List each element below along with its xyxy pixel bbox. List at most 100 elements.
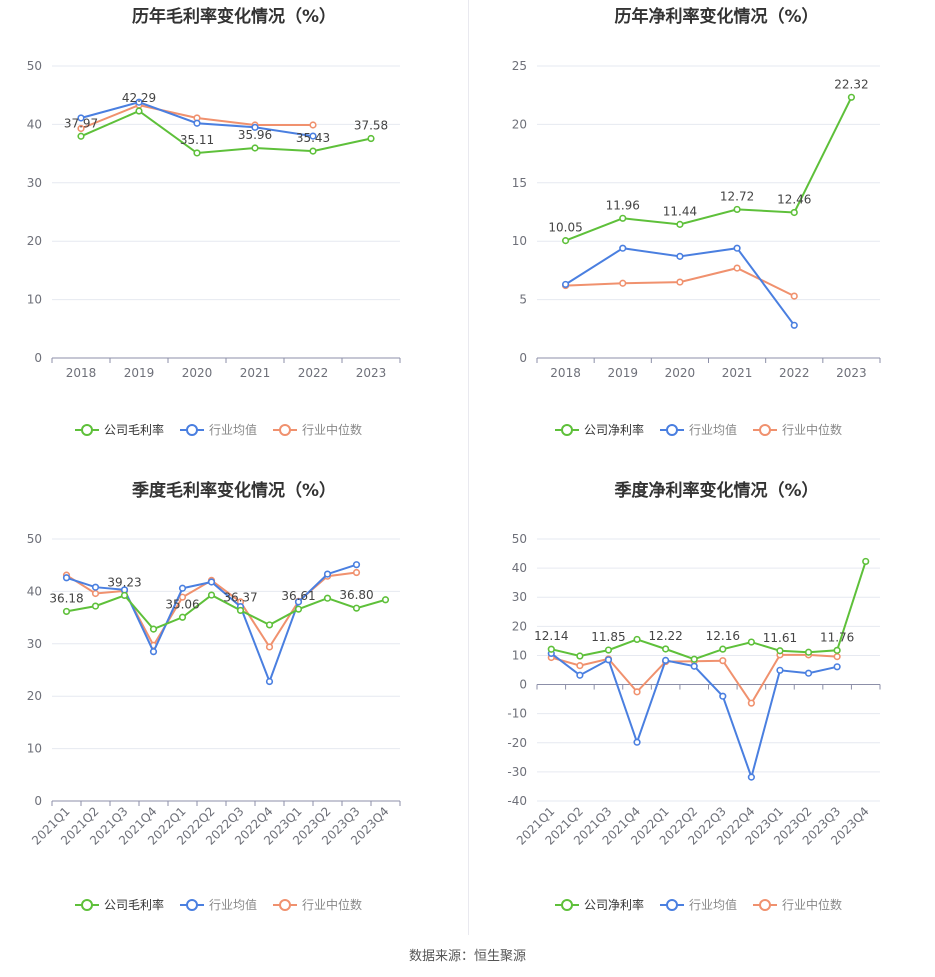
legend-circle-icon [186, 424, 198, 436]
legend-circle-icon [666, 899, 678, 911]
data-label: 22.32 [834, 77, 868, 91]
data-point [790, 321, 798, 329]
legend-item: 行业中位数 [753, 897, 842, 912]
series-line [66, 593, 386, 631]
y-tick-label: 50 [27, 59, 42, 73]
data-point [309, 121, 317, 129]
legend-item: 行业均值 [180, 897, 257, 912]
data-point [91, 602, 100, 610]
panel-divider [468, 0, 469, 935]
legend-item: 行业中位数 [273, 422, 362, 437]
legend-item: 行业均值 [660, 422, 737, 437]
data-label: 11.44 [663, 204, 697, 218]
legend-circle-icon [759, 899, 771, 911]
series-line [565, 96, 853, 242]
x-tick-label: 2023 [356, 366, 387, 380]
legend-item: 公司毛利率 [75, 897, 164, 912]
data-point [619, 279, 627, 287]
chart-annual-gross-margin-svg: 历年毛利率变化情况（%） 0 10 20 30 40 50 2018 2019 2020 2021 2… [27, 6, 401, 437]
data-label: 11.96 [606, 198, 640, 212]
data-label: 10.05 [548, 221, 582, 235]
chart-annual-net-margin-svg: 历年净利率变化情况（%） 0 5 10 15 20 25 2018 2019 2020 2021 20… [512, 6, 881, 437]
data-point [294, 598, 303, 606]
y-tick-label: 25 [512, 59, 527, 73]
y-tick-label: -20 [507, 736, 527, 750]
y-tick-label: 0 [519, 678, 527, 692]
data-point [294, 605, 303, 613]
data-label: 11.61 [763, 631, 797, 645]
legend-label: 公司毛利率 [104, 897, 164, 912]
y-tick-label: 10 [27, 742, 42, 756]
x-tick-label: 2020 [665, 366, 696, 380]
y-tick-label: -10 [507, 707, 527, 721]
x-tick-label: 2018 [66, 366, 97, 380]
x-tick-label: 2022 [779, 366, 810, 380]
legend-label: 行业均值 [209, 422, 257, 437]
data-point [561, 237, 570, 245]
legend-circle-icon [759, 424, 771, 436]
y-tick-label: 50 [27, 532, 42, 546]
data-label: 12.14 [534, 629, 568, 643]
data-point [776, 666, 784, 674]
data-point [719, 645, 727, 653]
data-point [62, 574, 71, 582]
data-point [833, 646, 841, 654]
y-tick-label: 50 [512, 532, 527, 546]
x-tick-label: 2018 [550, 366, 581, 380]
y-tick-label: 30 [512, 590, 527, 604]
x-tick-label: 2023 [836, 366, 867, 380]
data-point [193, 149, 201, 157]
x-tick-label: 2019 [607, 366, 638, 380]
data-label: 37.58 [354, 119, 388, 133]
y-tick-label: 10 [27, 293, 42, 307]
legend-label: 公司净利率 [584, 897, 644, 912]
data-point [733, 244, 741, 252]
legend-label: 行业中位数 [782, 422, 842, 437]
data-label: 42.29 [122, 91, 156, 105]
data-label: 12.72 [720, 189, 754, 203]
data-point [576, 662, 584, 670]
data-point [733, 264, 741, 272]
data-point [662, 645, 670, 653]
data-point [135, 98, 143, 106]
chart-title: 季度毛利率变化情况（%） [132, 480, 336, 501]
data-point [352, 561, 361, 569]
y-tick-label: 30 [27, 637, 42, 651]
legend-item: 行业均值 [660, 897, 737, 912]
legend-label: 行业中位数 [302, 897, 362, 912]
data-point [804, 648, 813, 656]
y-tick-label: 20 [27, 689, 42, 703]
legend-label: 行业中位数 [302, 422, 362, 437]
legend-circle-icon [81, 899, 93, 911]
legend-circle-icon [561, 424, 573, 436]
data-point [862, 557, 870, 566]
data-label: 36.18 [49, 591, 83, 605]
legend-label: 行业均值 [689, 422, 737, 437]
chart-title: 历年净利率变化情况（%） [614, 6, 818, 27]
data-point [265, 643, 274, 651]
x-tick-label: 2022 [298, 366, 329, 380]
data-label: 39.23 [107, 575, 141, 589]
data-point [547, 645, 555, 653]
data-point [323, 570, 332, 578]
data-point [77, 124, 85, 133]
data-point [719, 692, 727, 700]
chart-quarterly-gross-margin-svg: 季度毛利率变化情况（%）010203040502021Q12021Q22021Q… [27, 480, 401, 912]
data-point [633, 738, 641, 746]
data-point [604, 646, 613, 654]
data-point [747, 699, 755, 707]
data-point [367, 134, 375, 143]
series-line [551, 561, 867, 661]
data-point [77, 132, 85, 140]
data-point [719, 657, 727, 665]
y-tick-label: 10 [512, 234, 527, 248]
data-label: 37.97 [64, 116, 98, 130]
data-point [207, 591, 216, 599]
legend-label: 行业均值 [689, 897, 737, 912]
y-tick-label: 0 [34, 794, 42, 808]
legend-circle-icon [186, 899, 198, 911]
series-line [550, 652, 838, 781]
y-tick-label: 40 [512, 561, 527, 575]
data-point [633, 688, 641, 696]
data-point [193, 119, 201, 127]
